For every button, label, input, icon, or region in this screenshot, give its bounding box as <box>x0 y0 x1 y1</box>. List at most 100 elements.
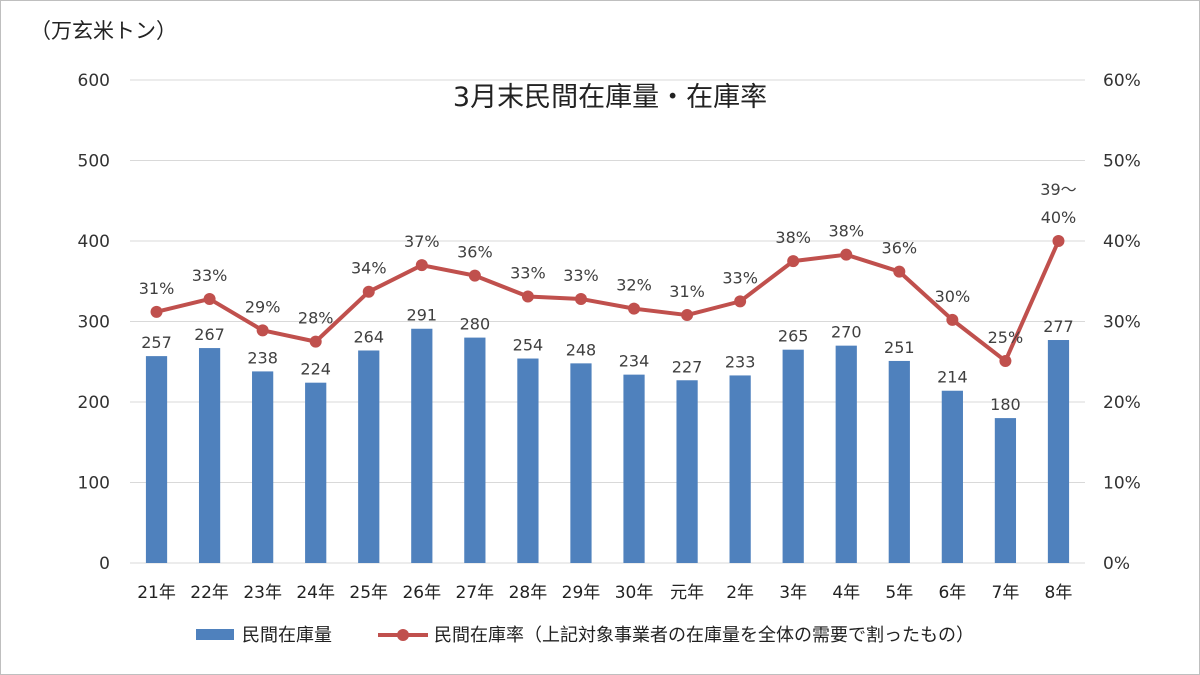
rate-value-label: 25% <box>988 328 1024 347</box>
right-tick-label: 60% <box>1103 71 1141 91</box>
legend-line-marker <box>397 629 409 641</box>
bar <box>570 363 592 563</box>
category-label: 28年 <box>509 583 548 603</box>
category-label: 4年 <box>832 583 860 603</box>
bar-value-label: 214 <box>937 368 968 387</box>
rate-point <box>787 255 800 268</box>
left-tick-label: 600 <box>78 71 110 91</box>
rate-value-label: 36% <box>882 239 918 258</box>
left-tick-label: 400 <box>78 232 110 252</box>
bar <box>358 350 380 563</box>
bar <box>252 371 274 563</box>
rate-point <box>893 265 906 278</box>
bar-value-label: 257 <box>141 333 172 352</box>
rate-value-label: 29% <box>245 297 281 316</box>
category-label: 29年 <box>562 583 601 603</box>
gridlines <box>130 79 1085 564</box>
bar <box>145 356 168 563</box>
bar <box>676 380 698 563</box>
rate-value-label: 38% <box>828 222 864 241</box>
bar <box>729 375 751 563</box>
bar <box>411 328 433 563</box>
category-axis-labels: 21年 22年 23年 24年 25年 26年 27年 28年 29年 30年 元年 2年 3年 4年 5年… <box>137 583 1072 603</box>
bar <box>994 418 1017 563</box>
rate-value-label: 34% <box>351 259 387 278</box>
legend-bar-swatch <box>196 629 234 640</box>
rate-point <box>468 269 481 282</box>
bar-value-label: 227 <box>672 357 703 376</box>
rate-point <box>150 305 163 318</box>
bar-value-label: 248 <box>566 340 597 359</box>
bar-value-label: 280 <box>460 315 491 334</box>
bar-value-label: 267 <box>194 325 225 344</box>
right-tick-label: 40% <box>1103 232 1141 252</box>
bar <box>464 337 486 563</box>
category-label: 3年 <box>779 583 807 603</box>
category-label: 5年 <box>885 583 913 603</box>
rate-value-label: 31% <box>669 282 705 301</box>
rate-value-label: 33% <box>563 266 599 285</box>
rate-point <box>1052 235 1065 247</box>
bar <box>517 358 539 563</box>
bar <box>1047 340 1070 563</box>
category-label: 元年 <box>670 583 704 603</box>
right-axis-ticks: 0% 10% 20% 30% 40% 50% 60% <box>1103 71 1141 574</box>
bar-value-label: 264 <box>353 327 384 346</box>
category-label: 23年 <box>243 583 282 603</box>
rate-point <box>309 335 322 348</box>
category-label: 6年 <box>938 583 966 603</box>
rate-point <box>574 292 587 305</box>
right-tick-label: 50% <box>1103 152 1141 172</box>
line-data-labels: 31% 33% 29% 28% 34% 37% 36% 33% 33% 32% 31% 33% 38% 3… <box>139 180 1077 347</box>
bar <box>623 374 645 563</box>
category-label: 26年 <box>402 583 441 603</box>
right-tick-label: 30% <box>1103 313 1141 333</box>
category-label: 22年 <box>190 583 229 603</box>
category-label: 2年 <box>726 583 754 603</box>
rate-point <box>521 290 534 303</box>
bar-series <box>145 328 1070 563</box>
category-label: 7年 <box>992 583 1020 603</box>
bar <box>835 345 857 563</box>
rate-point <box>415 259 428 272</box>
rate-value-label: 33% <box>510 264 546 283</box>
category-label: 27年 <box>456 583 495 603</box>
category-label: 24年 <box>296 583 335 603</box>
bar-value-label: 224 <box>300 360 331 379</box>
bar-value-label: 270 <box>831 323 862 342</box>
left-tick-label: 0 <box>99 554 110 574</box>
bar-value-label: 238 <box>247 348 278 367</box>
bar-value-label: 277 <box>1043 317 1074 336</box>
rate-point <box>734 295 747 308</box>
category-label: 30年 <box>615 583 654 603</box>
bar-value-label: 265 <box>778 327 809 346</box>
rate-point <box>840 248 853 261</box>
right-tick-label: 0% <box>1103 554 1130 574</box>
legend-line-label: 民間在庫率（上記対象事業者の在庫量を全体の需要で割ったもの） <box>434 625 974 646</box>
rate-point <box>203 292 216 305</box>
legend-bar-label: 民間在庫量 <box>242 625 332 646</box>
rate-value-label: 37% <box>404 232 440 251</box>
category-label: 8年 <box>1045 583 1073 603</box>
rate-value-label: 28% <box>298 309 334 328</box>
rate-point <box>628 302 641 315</box>
rate-value-label: 33% <box>722 268 758 287</box>
rate-point <box>681 309 694 322</box>
right-tick-label: 10% <box>1103 474 1141 494</box>
rate-value-label-prefix: 39～ <box>1040 180 1076 199</box>
left-axis-ticks: 0 100 200 300 400 500 600 <box>78 71 110 574</box>
bar <box>198 348 221 563</box>
bar-value-label: 234 <box>619 352 650 371</box>
chart-title: 3月末民間在庫量・在庫率 <box>453 82 767 113</box>
rate-point <box>999 354 1012 367</box>
right-tick-label: 20% <box>1103 393 1141 413</box>
left-axis-unit: （万玄米トン） <box>30 19 177 43</box>
bar <box>782 349 804 563</box>
legend: 民間在庫量 民間在庫率（上記対象事業者の在庫量を全体の需要で割ったもの） <box>196 625 974 646</box>
bar-value-label: 254 <box>513 336 544 355</box>
left-tick-label: 500 <box>78 152 110 172</box>
rate-point <box>362 285 375 298</box>
bar-value-label: 251 <box>884 338 915 357</box>
